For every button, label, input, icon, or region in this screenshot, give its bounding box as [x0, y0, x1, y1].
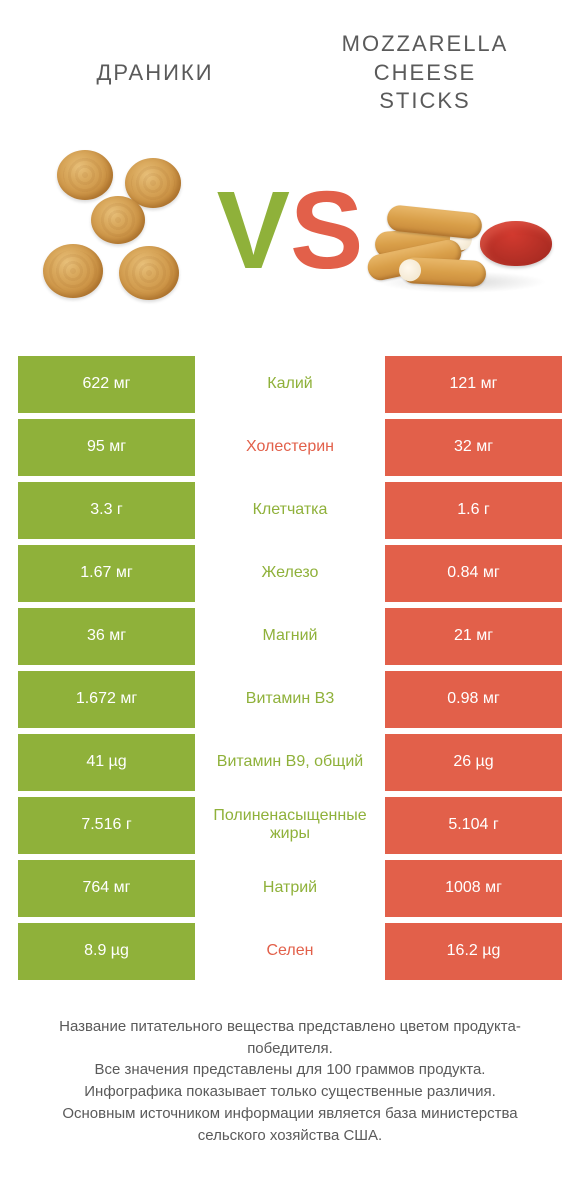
value-left: 36 мг: [18, 608, 195, 665]
nutrient-label: Полиненасыщенные жиры: [195, 797, 385, 854]
nutrient-label: Клетчатка: [195, 482, 385, 539]
left-food-image: [20, 136, 217, 326]
value-left: 622 мг: [18, 356, 195, 413]
value-left: 1.672 мг: [18, 671, 195, 728]
table-row: 764 мгНатрий1008 мг: [18, 860, 562, 917]
value-right: 0.98 мг: [385, 671, 562, 728]
draniki-illustration: [33, 146, 203, 316]
table-row: 41 µgВитамин B9, общий26 µg: [18, 734, 562, 791]
table-row: 95 мгХолестерин32 мг: [18, 419, 562, 476]
footer-line: Инфографика показывает только существенн…: [28, 1081, 552, 1103]
table-row: 1.672 мгВитамин B30.98 мг: [18, 671, 562, 728]
header-row: Драники Mozzarella cheese sticks: [0, 0, 580, 126]
value-right: 121 мг: [385, 356, 562, 413]
footer-notes: Название питательного вещества представл…: [0, 1016, 580, 1167]
value-left: 3.3 г: [18, 482, 195, 539]
nutrient-label: Железо: [195, 545, 385, 602]
header-right: Mozzarella cheese sticks: [290, 30, 560, 116]
value-left: 764 мг: [18, 860, 195, 917]
value-left: 41 µg: [18, 734, 195, 791]
footer-line: Название питательного вещества представл…: [28, 1016, 552, 1060]
value-left: 95 мг: [18, 419, 195, 476]
nutrient-label: Витамин B3: [195, 671, 385, 728]
value-right: 5.104 г: [385, 797, 562, 854]
nutrient-label: Магний: [195, 608, 385, 665]
table-row: 7.516 гПолиненасыщенные жиры5.104 г: [18, 797, 562, 854]
vs-letter-s: S: [290, 176, 363, 286]
infographic-container: Драники Mozzarella cheese sticks VS: [0, 0, 580, 1204]
nutrient-label: Селен: [195, 923, 385, 980]
comparison-table: 622 мгКалий121 мг 95 мгХолестерин32 мг 3.3…: [0, 356, 580, 986]
value-right: 26 µg: [385, 734, 562, 791]
footer-line: Все значения представлены для 100 граммо…: [28, 1059, 552, 1081]
table-row: 3.3 гКлетчатка1.6 г: [18, 482, 562, 539]
value-right: 0.84 мг: [385, 545, 562, 602]
value-left: 8.9 µg: [18, 923, 195, 980]
table-row: 8.9 µgСелен16.2 µg: [18, 923, 562, 980]
images-row: VS: [0, 126, 580, 356]
value-right: 1.6 г: [385, 482, 562, 539]
nutrient-label: Натрий: [195, 860, 385, 917]
vs-label: VS: [217, 176, 364, 286]
value-right: 16.2 µg: [385, 923, 562, 980]
footer-line: Основным источником информации является …: [28, 1103, 552, 1147]
table-row: 1.67 мгЖелезо0.84 мг: [18, 545, 562, 602]
value-left: 1.67 мг: [18, 545, 195, 602]
nutrient-label: Витамин B9, общий: [195, 734, 385, 791]
table-row: 622 мгКалий121 мг: [18, 356, 562, 413]
value-right: 1008 мг: [385, 860, 562, 917]
right-food-image: [363, 136, 560, 326]
nutrient-label: Калий: [195, 356, 385, 413]
table-row: 36 мгМагний21 мг: [18, 608, 562, 665]
header-left: Драники: [20, 30, 290, 116]
mozzarella-illustration: [367, 161, 557, 301]
nutrient-label: Холестерин: [195, 419, 385, 476]
value-left: 7.516 г: [18, 797, 195, 854]
value-right: 32 мг: [385, 419, 562, 476]
vs-letter-v: V: [217, 176, 290, 286]
value-right: 21 мг: [385, 608, 562, 665]
